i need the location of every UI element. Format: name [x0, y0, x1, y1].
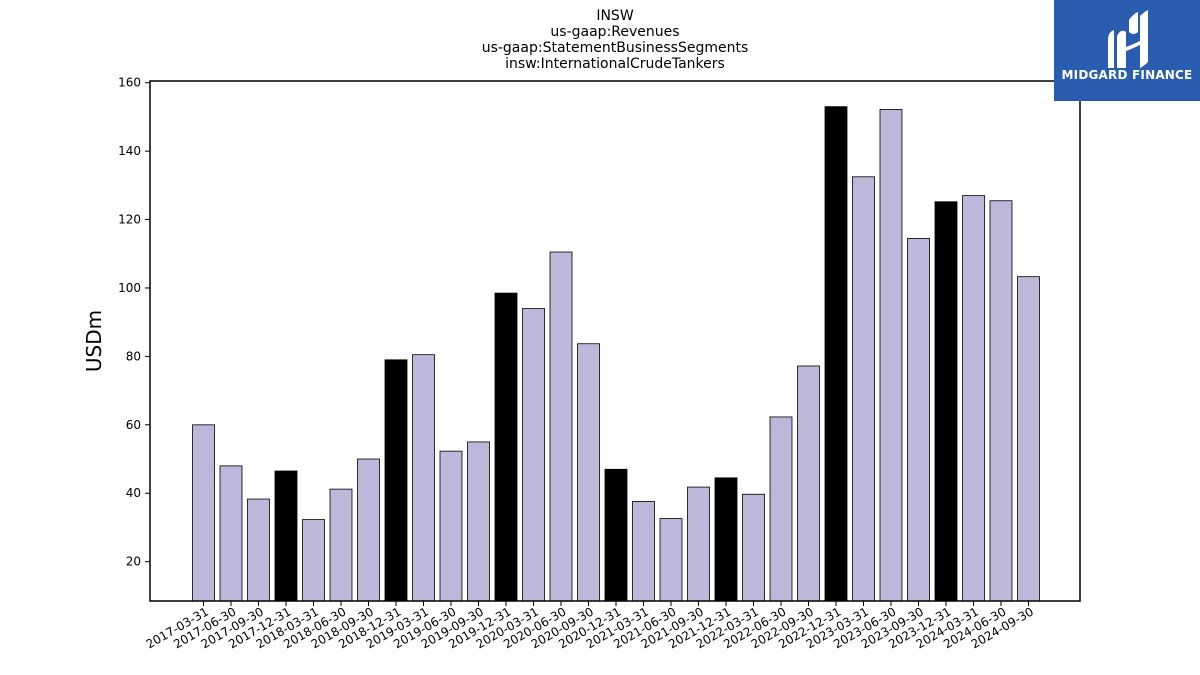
logo-mark-icon: [1108, 10, 1148, 69]
bar-2018-09-30: [357, 458, 380, 602]
logo-text: MIDGARD FINANCE: [1061, 68, 1193, 82]
y-tick-label: 60: [126, 418, 141, 432]
y-tick-label: 140: [118, 144, 141, 158]
bar-2019-12-31: [494, 292, 518, 602]
bar-2020-09-30: [577, 343, 600, 602]
bar-2022-03-31: [742, 493, 765, 602]
y-tick-label: 160: [118, 76, 141, 90]
bar-2024-09-30: [1017, 276, 1040, 602]
title-line-2: us-gaap:Revenues: [550, 24, 679, 40]
plot-frame: [149, 80, 1081, 602]
bar-2018-06-30: [329, 488, 353, 602]
bar-2021-12-31: [714, 477, 738, 602]
bar-2024-03-31: [962, 195, 985, 602]
y-tick-label: 100: [118, 281, 141, 295]
y-tick-label: 20: [126, 555, 141, 569]
bar-2023-03-31: [852, 176, 875, 602]
bar-2020-03-31: [522, 308, 545, 602]
bar-2023-06-30: [879, 108, 903, 602]
bar-2023-12-31: [934, 201, 958, 602]
bars-group: [192, 106, 1040, 602]
bar-2017-03-31: [192, 424, 215, 602]
y-tick-label: 120: [118, 213, 141, 227]
chart-title: INSW us-gaap:Revenues us-gaap:StatementB…: [482, 8, 749, 72]
bar-2021-06-30: [659, 518, 683, 602]
bar-2021-03-31: [632, 501, 655, 602]
y-axis: 20 40 60 80 100 120 140 160: [118, 76, 150, 569]
title-line-1: INSW: [596, 8, 633, 24]
bar-2017-06-30: [219, 465, 243, 602]
title-line-4: insw:InternationalCrudeTankers: [505, 56, 725, 72]
bar-2022-12-31: [824, 106, 848, 602]
y-tick-label: 40: [126, 486, 141, 500]
bar-2019-06-30: [439, 450, 463, 602]
bar-2023-09-30: [907, 237, 930, 602]
bar-2019-09-30: [467, 441, 490, 602]
bar-2021-09-30: [687, 486, 710, 602]
bar-2017-09-30: [247, 498, 270, 602]
bar-2024-06-30: [989, 200, 1013, 602]
bar-2018-12-31: [384, 359, 408, 602]
bar-2020-06-30: [549, 251, 573, 602]
bar-2018-03-31: [302, 519, 325, 602]
bar-2020-12-31: [604, 468, 628, 602]
bar-2017-12-31: [274, 470, 298, 602]
y-tick-label: 80: [126, 349, 141, 363]
x-axis: 2017-03-312017-06-302017-09-302017-12-31…: [144, 601, 1036, 651]
midgard-finance-logo: MIDGARD FINANCE: [1054, 0, 1200, 101]
bar-2022-09-30: [797, 365, 820, 602]
title-line-3: us-gaap:StatementBusinessSegments: [482, 40, 749, 56]
y-axis-label: USDm: [82, 310, 106, 372]
bar-2019-03-31: [412, 354, 435, 602]
bar-2022-06-30: [769, 416, 793, 602]
